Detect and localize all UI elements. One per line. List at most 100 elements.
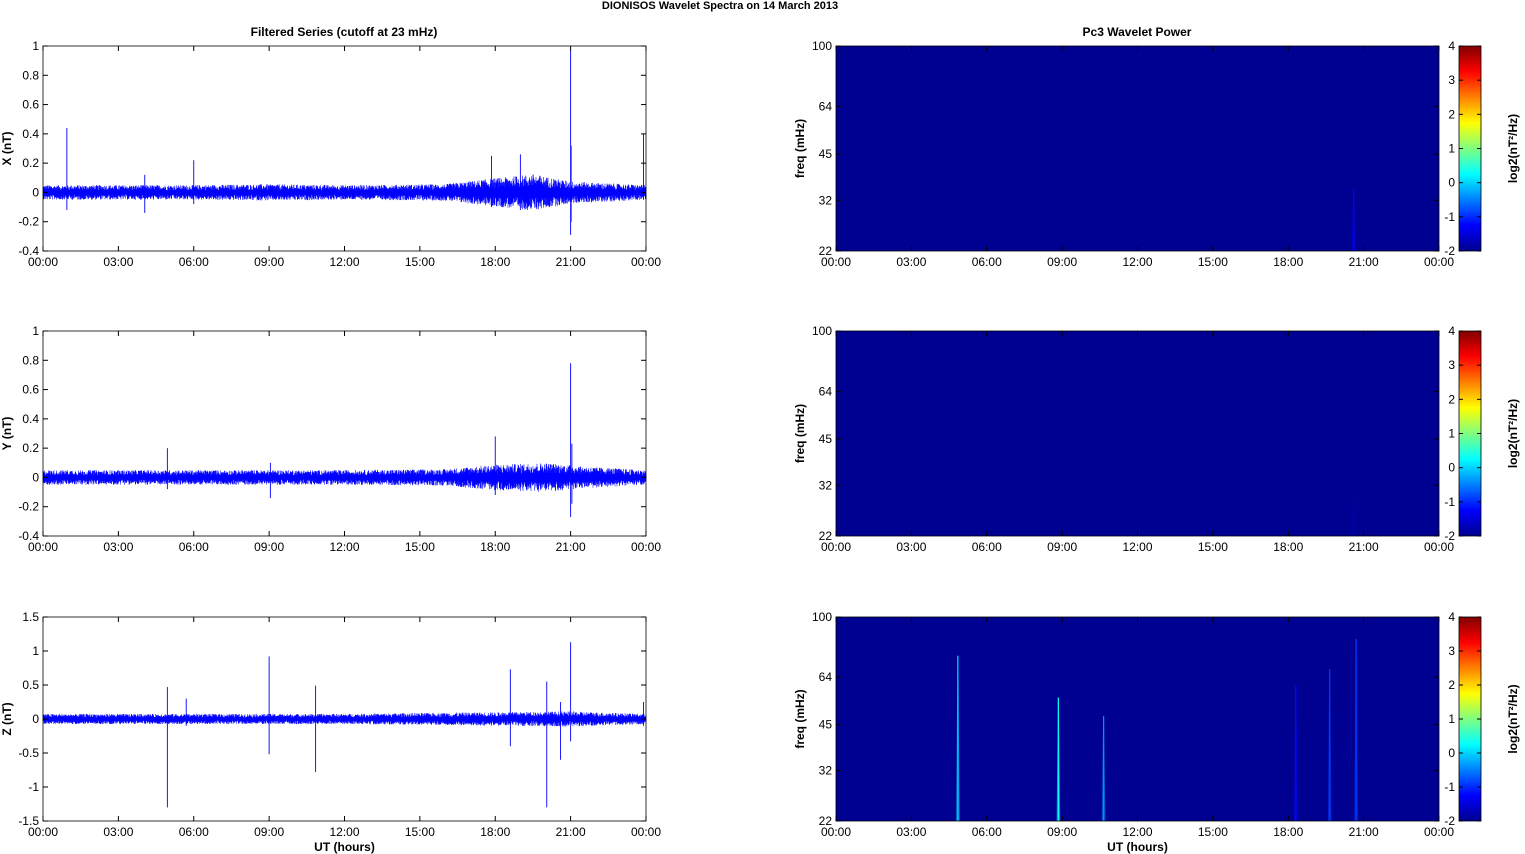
colorbar-tick-label: -1 (1444, 780, 1455, 794)
colorbar-tick-label: 2 (1448, 392, 1455, 406)
x-tick-label: 03:00 (896, 255, 926, 269)
y-tick-label: -1.5 (18, 814, 39, 828)
x-tick-label: 03:00 (103, 255, 133, 269)
colorbar-tick-label: 4 (1448, 39, 1455, 53)
y-tick-label: -0.4 (18, 529, 39, 543)
y-tick-label: 22 (819, 529, 833, 543)
y-axis-label: freq (mHz) (793, 119, 807, 178)
colorbar-tick-label: 4 (1448, 610, 1455, 624)
plot-area (43, 46, 646, 251)
x-tick-label: 09:00 (1047, 540, 1077, 554)
x-tick-label: 06:00 (179, 825, 209, 839)
x-tick-label: 03:00 (896, 540, 926, 554)
x-tick-label: 00:00 (631, 825, 661, 839)
colorbar-tick-label: -1 (1444, 210, 1455, 224)
x-tick-label: 18:00 (1273, 255, 1303, 269)
x-tick-label: 09:00 (254, 540, 284, 554)
x-tick-label: 15:00 (1198, 540, 1228, 554)
x-tick-label: 09:00 (254, 255, 284, 269)
y-tick-label: 45 (819, 147, 833, 161)
colorbar-tick-label: 3 (1448, 358, 1455, 372)
colorbar-tick-label: 2 (1448, 678, 1455, 692)
x-tick-label: 00:00 (28, 825, 58, 839)
y-tick-label: 1.5 (22, 610, 39, 624)
x-tick-label: 18:00 (1273, 825, 1303, 839)
x-tick-label: 06:00 (972, 255, 1002, 269)
x-tick-label: 00:00 (1424, 255, 1454, 269)
y-tick-label: -0.4 (18, 244, 39, 258)
x-tick-label: 00:00 (631, 255, 661, 269)
figure-title: DIONISOS Wavelet Spectra on 14 March 201… (602, 0, 838, 12)
colorbar-tick-label: -2 (1444, 244, 1455, 258)
x-tick-label: 12:00 (329, 825, 359, 839)
y-tick-label: 0.2 (22, 156, 39, 170)
colorbar-label: log2(nT²/Hz) (1506, 684, 1520, 753)
x-tick-label: 12:00 (1122, 540, 1152, 554)
x-tick-label: 15:00 (1198, 825, 1228, 839)
y-tick-label: 22 (819, 814, 833, 828)
colorbar-tick-label: 0 (1448, 461, 1455, 475)
y-tick-label: -1 (28, 780, 39, 794)
x-tick-label: 00:00 (28, 540, 58, 554)
x-tick-label: 03:00 (896, 825, 926, 839)
colorbar-tick-label: 1 (1448, 712, 1455, 726)
y-tick-label: 32 (819, 478, 833, 492)
x-tick-label: 18:00 (1273, 540, 1303, 554)
colorbar-tick-label: 0 (1448, 746, 1455, 760)
y-tick-label: 0 (32, 185, 39, 199)
y-tick-label: 22 (819, 244, 833, 258)
x-tick-label: 21:00 (1349, 540, 1379, 554)
x-tick-label: 06:00 (972, 825, 1002, 839)
y-axis-label: Y (nT) (0, 417, 14, 451)
y-tick-label: 0 (32, 470, 39, 484)
y-tick-label: 45 (819, 718, 833, 732)
y-tick-label: 100 (812, 610, 832, 624)
x-tick-label: 00:00 (821, 540, 851, 554)
colorbar-tick-label: 1 (1448, 142, 1455, 156)
colorbar-label: log2(nT²/Hz) (1506, 399, 1520, 468)
x-tick-label: 12:00 (1122, 255, 1152, 269)
power-background (836, 331, 1439, 536)
y-tick-label: 0.2 (22, 441, 39, 455)
y-tick-label: -0.2 (18, 500, 39, 514)
colorbar-tick-label: 3 (1448, 644, 1455, 658)
colorbar-tick-label: 3 (1448, 73, 1455, 87)
x-tick-label: 21:00 (556, 825, 586, 839)
x-tick-label: 09:00 (1047, 255, 1077, 269)
x-tick-label: 00:00 (631, 540, 661, 554)
y-tick-label: 0.8 (22, 353, 39, 367)
y-tick-label: 100 (812, 324, 832, 338)
left-column-title: Filtered Series (cutoff at 23 mHz) (251, 25, 438, 39)
x-tick-label: 09:00 (1047, 825, 1077, 839)
x-tick-label: 12:00 (329, 255, 359, 269)
x-tick-label: 15:00 (405, 540, 435, 554)
y-tick-label: 1 (32, 324, 39, 338)
x-tick-label: 00:00 (821, 255, 851, 269)
x-tick-label: 18:00 (480, 825, 510, 839)
colorbar-tick-label: -2 (1444, 529, 1455, 543)
x-tick-label: 00:00 (1424, 825, 1454, 839)
x-tick-label: 09:00 (254, 825, 284, 839)
y-tick-label: 32 (819, 193, 833, 207)
x-tick-label: 15:00 (1198, 255, 1228, 269)
x-tick-label: 18:00 (480, 540, 510, 554)
y-tick-label: 100 (812, 39, 832, 53)
x-tick-label: 06:00 (972, 540, 1002, 554)
x-tick-label: 03:00 (103, 825, 133, 839)
colorbar-tick-label: -2 (1444, 814, 1455, 828)
x-tick-label: 15:00 (405, 825, 435, 839)
colorbar-tick-label: 4 (1448, 324, 1455, 338)
y-tick-label: 0.8 (22, 68, 39, 82)
series-panel-1: -0.4 -0.2 0 0.2 0.4 0.6 0.8 1 00:00 03:00 06:00 09:… (0, 39, 661, 269)
x-tick-label: 06:00 (179, 540, 209, 554)
x-tick-label: 00:00 (821, 825, 851, 839)
y-tick-label: 1 (32, 39, 39, 53)
colorbar-tick-label: 2 (1448, 107, 1455, 121)
y-axis-label: X (nT) (0, 132, 14, 166)
x-tick-label: 15:00 (405, 255, 435, 269)
y-tick-label: 64 (819, 384, 833, 398)
y-tick-label: 32 (819, 764, 833, 778)
